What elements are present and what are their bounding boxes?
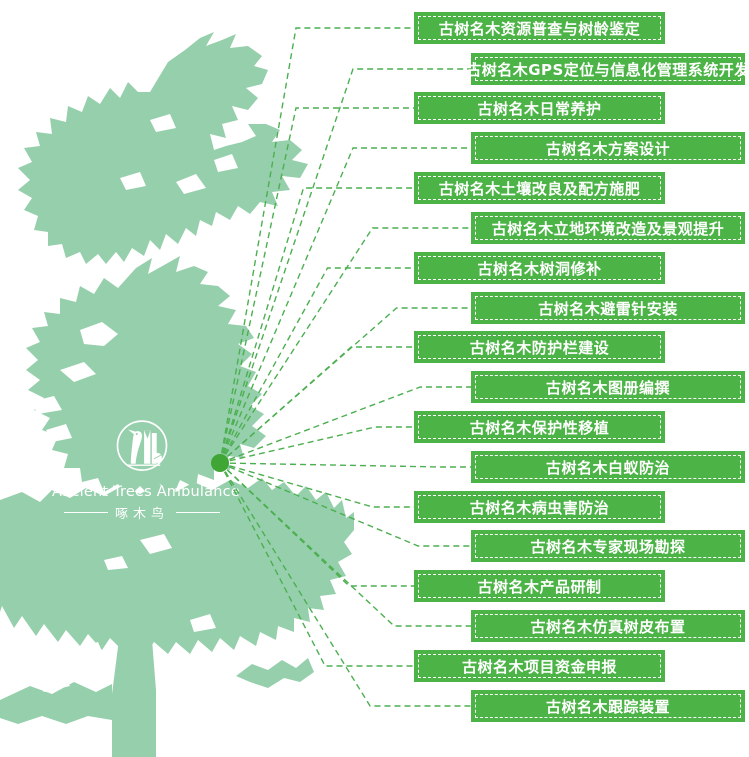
service-item-label: 古树名木土壤改良及配方施肥 [438, 179, 641, 198]
tree-silhouette [0, 32, 354, 757]
service-item-label: 古树名木防护栏建设 [469, 338, 610, 357]
connector-line [219, 346, 414, 464]
service-item-box[interactable]: 古树名木日常养护 [414, 92, 665, 124]
service-item-label: 古树名木避雷针安装 [538, 299, 678, 318]
service-item-box[interactable]: 古树名木避雷针安装 [471, 292, 745, 324]
connector-line [219, 267, 414, 464]
hub-node-dot [211, 454, 229, 472]
brand-name-cn: 啄木鸟 [114, 507, 169, 522]
connector-line [219, 462, 414, 667]
service-item-box[interactable]: 古树名木白蚁防治 [471, 451, 745, 483]
service-item-label: 古树名木立地环境改造及景观提升 [491, 219, 725, 238]
connector-line [219, 187, 414, 464]
connector-line [219, 426, 414, 464]
service-item-box[interactable]: 古树名木GPS定位与信息化管理系统开发 [466, 53, 749, 85]
service-item-label: 古树名木保护性移植 [469, 418, 610, 437]
service-item-box[interactable]: 古树名木跟踪装置 [471, 690, 745, 722]
connector-line [219, 27, 414, 464]
service-item-label: 古树名木日常养护 [477, 99, 602, 118]
logo-rule-right [176, 512, 220, 513]
service-item-label: 古树名木方案设计 [545, 139, 670, 158]
connector-line [219, 462, 414, 508]
service-item-box[interactable]: 古树名木图册编撰 [471, 371, 745, 403]
service-item-box[interactable]: 古树名木保护性移植 [414, 411, 665, 443]
service-item-label: 古树名木病虫害防治 [469, 498, 610, 517]
service-item-label: 古树名木产品研制 [477, 577, 602, 596]
service-item-box[interactable]: 古树名木专家现场勘探 [471, 530, 745, 562]
connector-line [219, 462, 471, 468]
service-item-box[interactable]: 古树名木资源普查与树龄鉴定 [414, 12, 665, 44]
brand-name-cn-row: 啄木鸟 [52, 503, 232, 522]
service-item-box[interactable]: 古树名木项目资金申报 [414, 650, 665, 682]
service-item-box[interactable]: 古树名木仿真树皮布置 [471, 610, 745, 642]
service-item-label: 古树名木白蚁防治 [545, 458, 670, 477]
service-item-box[interactable]: 古树名木树洞修补 [414, 252, 665, 284]
service-item-box[interactable]: 古树名木方案设计 [471, 132, 745, 164]
service-item-label: 古树名木GPS定位与信息化管理系统开发 [466, 60, 749, 79]
service-item-label: 古树名木仿真树皮布置 [530, 617, 686, 636]
woodpecker-circle-emblem-icon [116, 420, 168, 471]
brand-logo: Ancient Trees Ambulance 啄木鸟 [52, 412, 240, 522]
service-item-box[interactable]: 古树名木立地环境改造及景观提升 [471, 212, 745, 244]
service-item-label: 古树名木图册编撰 [545, 378, 670, 397]
service-item-label: 古树名木项目资金申报 [461, 657, 617, 676]
brand-name-en: Ancient Trees Ambulance [52, 484, 240, 500]
service-item-label: 古树名木树洞修补 [477, 259, 602, 278]
service-item-label: 古树名木跟踪装置 [545, 697, 670, 716]
logo-rule-left [63, 512, 108, 513]
service-item-label: 古树名木专家现场勘探 [530, 537, 686, 556]
service-item-label: 古树名木资源普查与树龄鉴定 [438, 19, 641, 38]
service-item-box[interactable]: 古树名木土壤改良及配方施肥 [414, 172, 665, 204]
service-item-box[interactable]: 古树名木病虫害防治 [414, 491, 665, 523]
service-item-box[interactable]: 古树名木产品研制 [414, 570, 665, 602]
service-item-box[interactable]: 古树名木防护栏建设 [414, 331, 665, 363]
connector-line [219, 107, 414, 464]
connector-line [219, 462, 414, 587]
